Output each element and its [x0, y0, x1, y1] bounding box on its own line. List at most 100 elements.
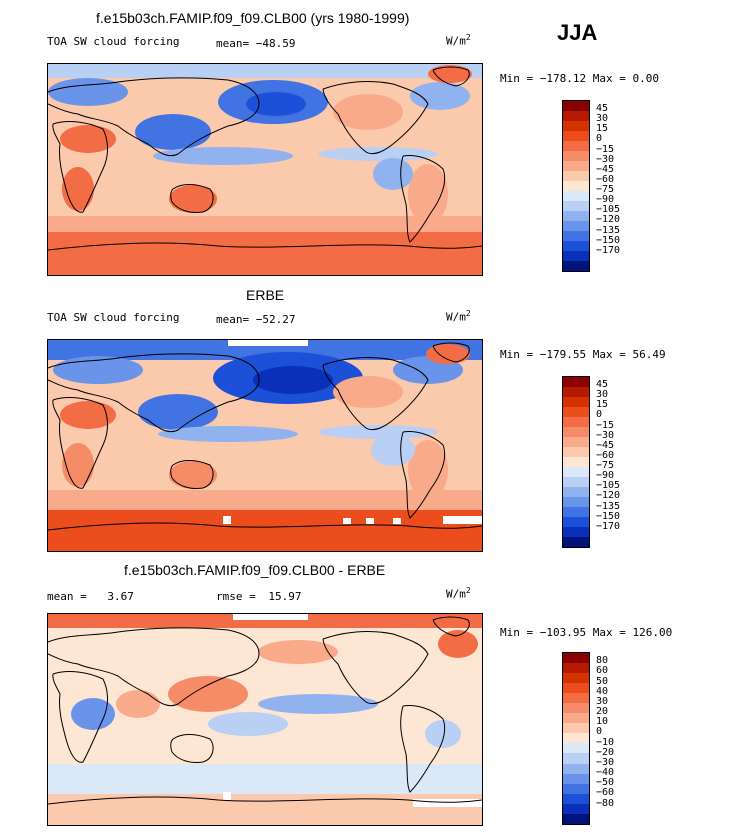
map-sahara	[60, 125, 116, 153]
panel-2-minmax: Min = −179.55 Max = 56.49	[500, 348, 666, 361]
colorbar-swatch	[563, 773, 589, 784]
map-south-edge-band	[48, 794, 482, 825]
colorbar-tick-label: 0	[596, 409, 603, 421]
panel-3-rmse: rmse = 15.97	[216, 590, 302, 603]
coast-north-america	[322, 631, 429, 705]
colorbar-tick-label: −75	[596, 460, 615, 472]
colorbar-tick-label: −150	[596, 510, 621, 522]
panel-1-title: f.e15b03ch.FAMIP.f09_f09.CLB00 (yrs 1980…	[96, 10, 410, 26]
coast-australia	[170, 460, 214, 489]
colorbar-swatch	[563, 507, 589, 517]
map-tropical-pacific-warm	[168, 676, 248, 712]
colorbar-swatch	[563, 427, 589, 437]
units-exponent: 2	[465, 33, 471, 42]
units-text: W/m	[446, 310, 466, 324]
coast-south-america	[400, 431, 446, 519]
colorbar-tick-label: −80	[596, 797, 615, 809]
colorbar-swatch	[563, 191, 589, 201]
colorbar-swatch	[563, 171, 589, 181]
map-n-atlantic-cloud	[410, 82, 470, 110]
colorbar-swatch	[563, 181, 589, 191]
colorbar-swatch	[563, 141, 589, 151]
map-s-america-land	[408, 164, 448, 224]
coast-greenland	[432, 616, 470, 637]
colorbar-swatch	[563, 517, 589, 527]
colorbar-swatch	[563, 723, 589, 734]
colorbar-swatch	[563, 387, 589, 397]
colorbar-swatch	[563, 477, 589, 487]
map-australia-land	[169, 185, 217, 213]
panel-3-minmax: Min = −103.95 Max = 126.00	[500, 626, 673, 639]
map-s-atlantic-cool	[425, 720, 461, 748]
panel-3-rmse-label: rmse =	[216, 590, 256, 603]
colorbar-swatch	[563, 261, 589, 271]
map-s-america-land	[408, 440, 448, 500]
map-arctic-band	[48, 64, 482, 78]
missing-data-cell	[366, 518, 374, 524]
coast-africa	[52, 121, 108, 213]
colorbar-tick-label: 10	[596, 716, 609, 728]
map-w-pacific-cool	[208, 712, 288, 736]
map-mid-pacific-cool	[258, 694, 378, 714]
colorbar-swatch	[563, 397, 589, 407]
panel-2-title: ERBE	[246, 287, 285, 303]
colorbar-swatch	[563, 527, 589, 537]
colorbar-swatch	[563, 487, 589, 497]
coast-south-america	[400, 155, 446, 243]
colorbar-swatch	[563, 151, 589, 161]
colorbar-tick-label: −10	[596, 736, 615, 748]
colorbar-swatch	[563, 703, 589, 714]
coast-europe-asia	[48, 77, 260, 157]
panel-3-mean: mean = 3.67	[47, 590, 134, 603]
map-southern-ocean-band	[48, 232, 482, 275]
panel-3-units: W/m2	[446, 586, 471, 601]
colorbar-tick-label: −150	[596, 234, 621, 246]
panel-2-colorbar	[562, 376, 590, 548]
map-itcz-west	[158, 426, 298, 442]
panel-2-field-label: TOA SW cloud forcing	[47, 311, 180, 324]
colorbar-tick-label: −105	[596, 480, 621, 492]
colorbar-tick-label: −45	[596, 439, 615, 451]
panel-1-colorbar	[562, 100, 590, 272]
map-n-america-land	[333, 94, 403, 130]
map-coastlines	[48, 66, 482, 251]
coast-europe-asia	[48, 627, 260, 707]
map-australia-land	[169, 461, 217, 489]
missing-data-cell	[393, 518, 401, 524]
colorbar-tick-label: 60	[596, 665, 609, 677]
missing-data-cell	[443, 516, 482, 524]
panel-3-mean-label: mean =	[47, 590, 87, 603]
colorbar-swatch	[563, 803, 589, 814]
colorbar-tick-label: −120	[596, 490, 621, 502]
map-asian-monsoon	[138, 394, 218, 430]
coast-antarctica	[48, 522, 482, 531]
colorbar-tick-label: −105	[596, 204, 621, 216]
coast-australia	[170, 184, 214, 213]
colorbar-swatch	[563, 437, 589, 447]
map-missing-data	[223, 340, 482, 524]
coast-africa	[52, 397, 108, 489]
colorbar-tick-label: −30	[596, 756, 615, 768]
coast-australia	[170, 734, 214, 763]
map-southern-band-mid	[48, 490, 482, 510]
map-se-pacific-stratus	[373, 158, 413, 190]
colorbar-swatch	[563, 663, 589, 674]
map-itcz-east	[318, 425, 438, 439]
map-nw-pacific-core	[253, 366, 333, 394]
colorbar-tick-label: −15	[596, 143, 615, 155]
colorbar-tick-label: −135	[596, 500, 621, 512]
colorbar-swatch	[563, 231, 589, 241]
colorbar-tick-label: 50	[596, 675, 609, 687]
panel-1-mean: mean= −48.59	[216, 37, 296, 50]
colorbar-tick-label: 45	[596, 379, 609, 391]
colorbar-tick-label: 20	[596, 706, 609, 718]
panel-1-field-label: TOA SW cloud forcing	[47, 35, 180, 48]
colorbar-swatch	[563, 653, 589, 664]
colorbar-swatch	[563, 101, 589, 111]
colorbar-tick-label: −30	[596, 429, 615, 441]
colorbar-swatch	[563, 733, 589, 744]
colorbar-swatch	[563, 467, 589, 477]
panel-2-map	[47, 339, 483, 552]
colorbar-swatch	[563, 763, 589, 774]
map-itcz-west	[153, 147, 293, 165]
